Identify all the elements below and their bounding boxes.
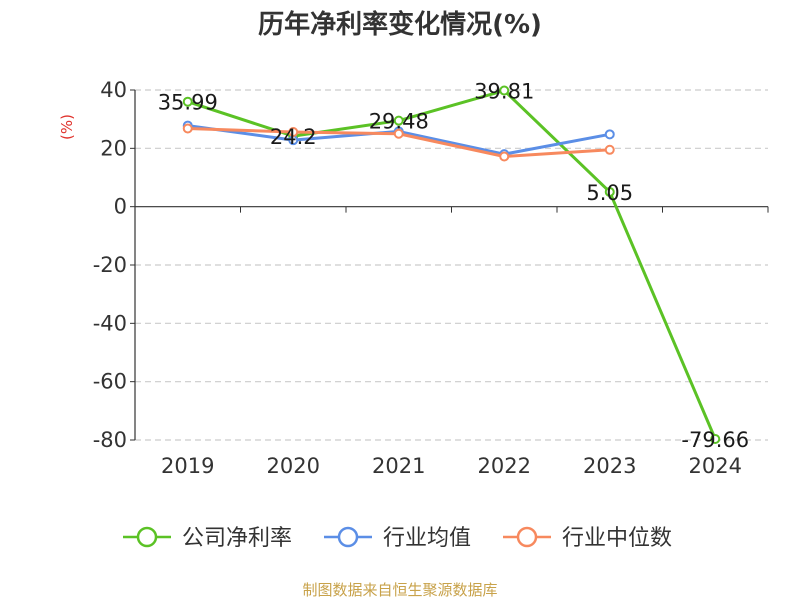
legend-label: 公司净利率 <box>182 526 292 551</box>
grid-lines <box>135 89 768 441</box>
legend-label: 行业中位数 <box>562 526 672 551</box>
legend-marker <box>136 526 158 548</box>
y-tick-label: -40 <box>93 311 127 335</box>
axes: 40 20 0 -20 -40 -60 -80 2019 2020 2021 2022 2023 202… <box>93 78 769 478</box>
y-axis-label: (%) <box>58 114 76 140</box>
y-tick-label: 40 <box>100 78 127 102</box>
series-point-0 <box>710 434 721 445</box>
data-label: 5.05 <box>586 181 633 205</box>
series-point-0 <box>393 115 404 126</box>
x-tick-label: 2021 <box>372 454 425 478</box>
x-tick-label: 2023 <box>583 454 636 478</box>
y-tick-label: -60 <box>93 370 127 394</box>
source-note: 制图数据来自恒生聚源数据库 <box>302 581 497 599</box>
x-tick-label: 2020 <box>267 454 320 478</box>
legend-label: 行业均值 <box>383 526 471 551</box>
x-tick-label: 2024 <box>689 454 742 478</box>
data-label: 35.99 <box>158 91 218 115</box>
data-label: -79.66 <box>681 428 749 452</box>
data-labels: 35.99 24.2 29.48 39.81 5.05 -79.66 <box>158 80 749 452</box>
y-tick-label: -80 <box>93 428 127 452</box>
chart-title: 历年净利率变化情况(%) <box>258 9 542 40</box>
series-point-0 <box>604 186 615 197</box>
legend-marker <box>337 526 359 548</box>
legend: 公司净利率 行业均值 行业中位数 <box>123 526 672 551</box>
series-point-2 <box>604 144 615 155</box>
series-point-2 <box>182 123 193 134</box>
series-point-1 <box>604 129 615 140</box>
data-label: 29.48 <box>369 110 429 134</box>
x-tick-label: 2019 <box>161 454 214 478</box>
data-label: 39.81 <box>474 80 534 104</box>
series-point-2 <box>288 127 299 137</box>
series-group <box>182 85 721 445</box>
series-point-2 <box>499 151 510 162</box>
x-tick-label: 2022 <box>478 454 531 478</box>
y-tick-label: 20 <box>100 136 127 160</box>
series-point-2 <box>393 128 404 139</box>
data-label: 24.2 <box>270 125 317 149</box>
series-point-0 <box>182 96 193 107</box>
series-point-0 <box>499 85 510 96</box>
y-tick-label: -20 <box>93 253 127 277</box>
y-tick-label: 0 <box>114 195 127 219</box>
legend-marker <box>516 526 538 548</box>
